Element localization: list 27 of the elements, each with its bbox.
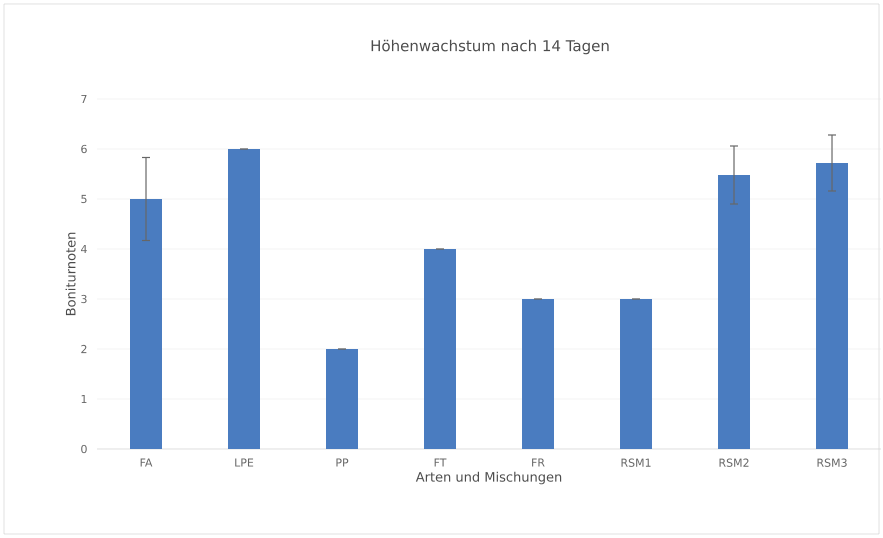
y-tick-label: 0 [81,444,87,454]
y-tick-label: 1 [82,394,86,404]
x-tick-label: RSM1 [622,458,651,467]
y-axis-title: Boniturnoten [66,232,76,316]
bar [326,349,358,449]
bar [522,298,554,449]
x-tick-label: PP [336,458,348,467]
x-tick-label: RSM3 [818,458,847,467]
bar [228,148,260,449]
chart-title: Höhenwachstum nach 14 Tagen [372,40,609,54]
bar [130,198,162,449]
x-axis-title: Arten und Mischungen [416,472,562,484]
x-tick-label: FT [434,458,446,467]
y-tick-label: 3 [81,294,87,304]
x-tick-label: LPE [235,458,254,467]
y-tick-label: 6 [81,144,87,154]
y-tick-label: 5 [81,194,87,204]
x-tick-label: FA [140,458,152,467]
y-tick-label: 4 [81,244,87,254]
bar [816,162,848,449]
y-tick-label: 2 [81,344,86,354]
bar [718,175,750,449]
x-tick-label: FR [532,458,545,467]
y-tick-label: 7 [81,94,87,104]
bar [620,298,652,449]
x-tick-label: RSM2 [720,458,748,467]
bar [424,248,456,449]
